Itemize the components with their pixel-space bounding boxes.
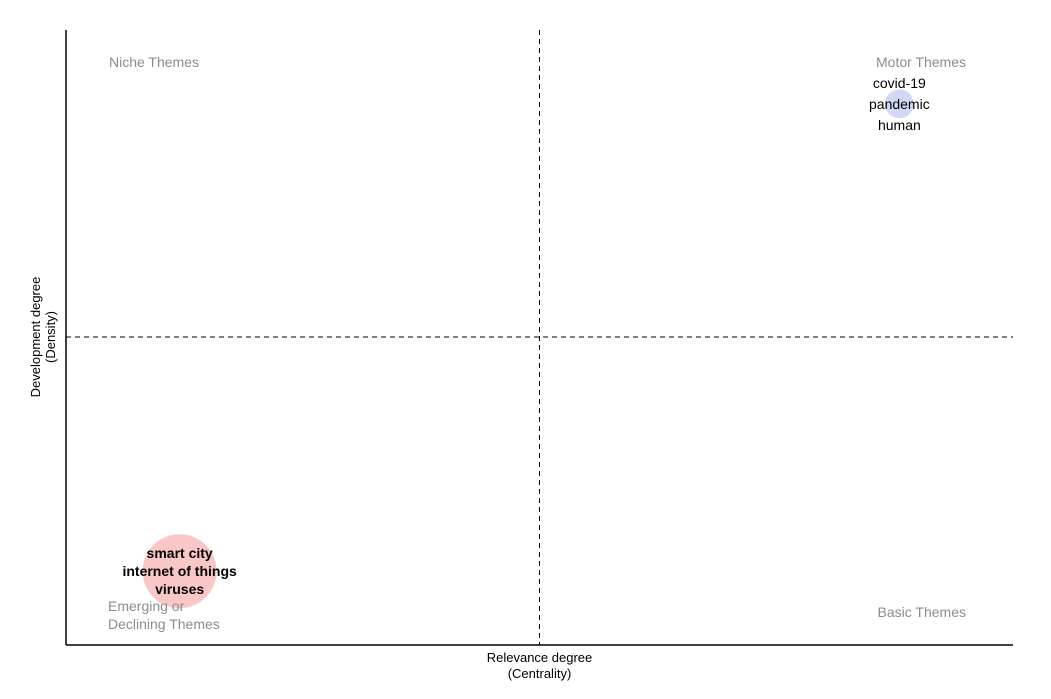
y-axis-title: Development degree	[28, 277, 43, 398]
cluster-1-label: human	[878, 117, 921, 133]
cluster-bubble-2	[142, 534, 217, 609]
quadrant-label-basic: Basic Themes	[878, 604, 966, 620]
cluster-2-label: viruses	[155, 581, 204, 597]
quadrant-label-niche: Niche Themes	[109, 54, 199, 70]
x-axis-title: Relevance degree	[487, 650, 593, 665]
cluster-2-label: internet of things	[122, 563, 237, 579]
cluster-1-label: covid-19	[873, 75, 926, 91]
x-axis-subtitle: (Centrality)	[508, 666, 572, 681]
cluster-1-label: pandemic	[869, 96, 930, 112]
cluster-2-label: smart city	[147, 545, 213, 561]
quadrant-label-emerging-line1: Emerging or	[108, 598, 185, 614]
y-axis-subtitle: (Density)	[43, 311, 58, 363]
cluster-bubble-1	[884, 89, 914, 119]
quadrant-label-motor: Motor Themes	[876, 54, 966, 70]
quadrant-label-emerging-line2: Declining Themes	[108, 616, 220, 632]
plot-area: covid-19 pandemic human smart city internet …	[122, 75, 930, 609]
